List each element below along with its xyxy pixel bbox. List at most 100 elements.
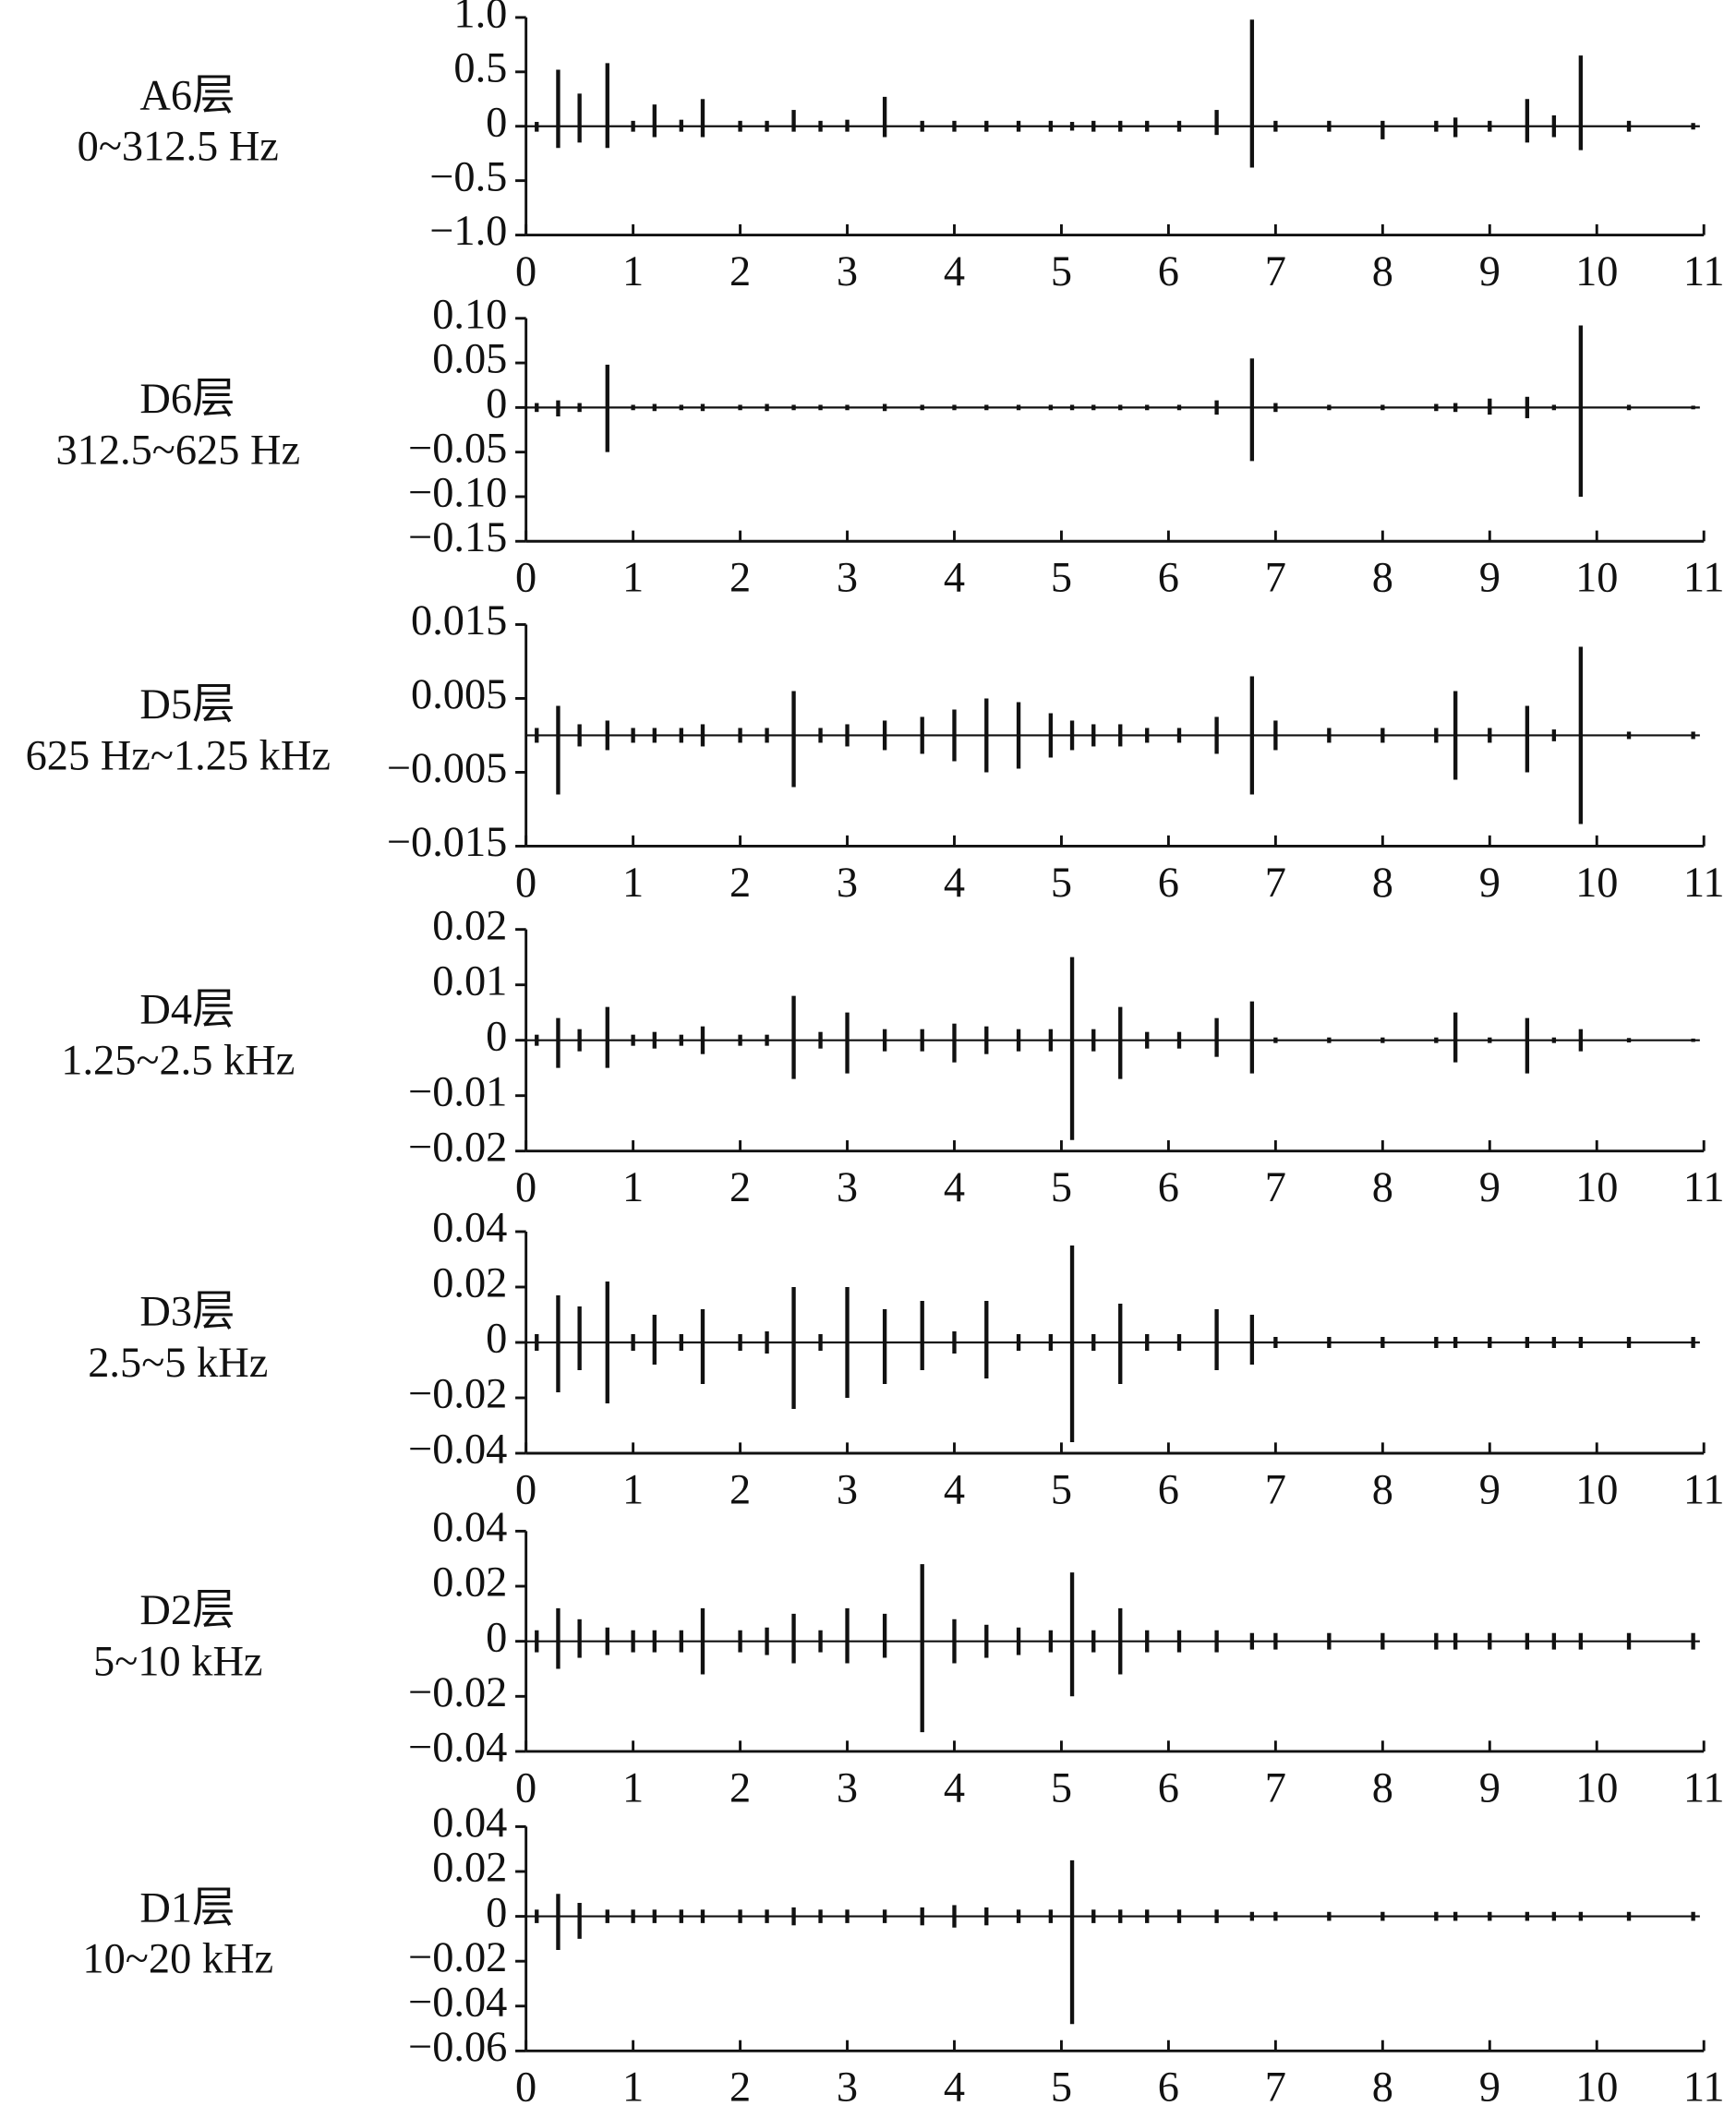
panel-band: 312.5~625 Hz <box>55 427 300 474</box>
x-tick-label: 11 <box>1683 2064 1725 2106</box>
y-tick-label: 0.005 <box>411 671 507 718</box>
x-tick-label: 10 <box>1575 248 1618 295</box>
x-tick-label: 6 <box>1158 554 1179 601</box>
panel-label: D5层 <box>139 681 235 728</box>
x-tick-label: 2 <box>729 1164 751 1211</box>
x-tick-label: 7 <box>1265 248 1286 295</box>
x-tick-label: 5 <box>1051 248 1072 295</box>
x-tick-label: 1 <box>622 1164 644 1211</box>
y-tick-label: −0.02 <box>408 1934 507 1981</box>
panel-label: D3层 <box>139 1289 235 1336</box>
x-tick-label: 10 <box>1575 1164 1618 1211</box>
x-tick-label: 2 <box>729 1764 751 1811</box>
x-tick-label: 3 <box>837 860 858 907</box>
x-tick-label: 10 <box>1575 860 1618 907</box>
panel-label: D1层 <box>139 1884 235 1932</box>
y-tick-label: 0.04 <box>432 1205 507 1252</box>
x-tick-label: 9 <box>1479 1764 1501 1811</box>
x-tick-label: 9 <box>1479 860 1501 907</box>
panel-band: 10~20 kHz <box>82 1936 273 1983</box>
x-tick-label: 8 <box>1372 2064 1393 2106</box>
x-tick-label: 4 <box>944 554 965 601</box>
x-tick-label: 7 <box>1265 1764 1286 1811</box>
x-tick-label: 1 <box>622 554 644 601</box>
panel-label: D2层 <box>139 1587 235 1634</box>
x-tick-label: 6 <box>1158 860 1179 907</box>
x-tick-label: 8 <box>1372 1164 1393 1211</box>
x-tick-label: 1 <box>622 1466 644 1513</box>
y-tick-label: −0.5 <box>429 153 507 200</box>
x-tick-label: 0 <box>515 1466 536 1513</box>
x-tick-label: 0 <box>515 2064 536 2106</box>
panel-band: 5~10 kHz <box>93 1638 262 1685</box>
y-tick-label: 0 <box>486 1614 507 1661</box>
panel-band: 0~312.5 Hz <box>78 124 279 171</box>
x-tick-label: 5 <box>1051 1164 1072 1211</box>
y-tick-label: −0.015 <box>387 819 507 866</box>
x-tick-label: 4 <box>944 2064 965 2106</box>
x-tick-label: 1 <box>622 248 644 295</box>
x-tick-label: 0 <box>515 1764 536 1811</box>
x-tick-label: 7 <box>1265 860 1286 907</box>
y-tick-label: 0.05 <box>432 336 507 383</box>
y-tick-label: −0.04 <box>408 1725 507 1772</box>
x-tick-label: 11 <box>1683 1764 1725 1811</box>
x-tick-label: 9 <box>1479 1164 1501 1211</box>
y-tick-label: −0.005 <box>387 745 507 792</box>
panel-band: 2.5~5 kHz <box>88 1340 268 1387</box>
x-tick-label: 7 <box>1265 554 1286 601</box>
y-tick-label: 0 <box>486 380 507 427</box>
x-tick-label: 4 <box>944 1764 965 1811</box>
x-tick-label: 6 <box>1158 2064 1179 2106</box>
x-tick-label: 4 <box>944 1466 965 1513</box>
y-tick-label: 0.015 <box>411 597 507 644</box>
x-tick-label: 6 <box>1158 1164 1179 1211</box>
x-tick-label: 7 <box>1265 1164 1286 1211</box>
y-tick-label: −0.10 <box>408 470 507 517</box>
x-tick-label: 0 <box>515 248 536 295</box>
y-tick-label: 0.02 <box>432 1559 507 1607</box>
x-tick-label: 5 <box>1051 860 1072 907</box>
x-tick-label: 5 <box>1051 554 1072 601</box>
x-tick-label: 0 <box>515 1164 536 1211</box>
panel-band: 1.25~2.5 kHz <box>61 1037 295 1084</box>
y-tick-label: 0.04 <box>432 1504 507 1551</box>
y-tick-label: −0.02 <box>408 1124 507 1171</box>
y-tick-label: −1.0 <box>429 208 507 255</box>
y-tick-label: −0.06 <box>408 2024 507 2071</box>
x-tick-label: 2 <box>729 860 751 907</box>
y-tick-label: −0.05 <box>408 425 507 472</box>
x-tick-label: 3 <box>837 1164 858 1211</box>
x-tick-label: 8 <box>1372 1764 1393 1811</box>
y-tick-label: 0 <box>486 1316 507 1363</box>
x-tick-label: 3 <box>837 248 858 295</box>
x-tick-label: 11 <box>1683 554 1725 601</box>
x-tick-label: 6 <box>1158 248 1179 295</box>
y-tick-label: 0 <box>486 1013 507 1060</box>
y-tick-label: 1.0 <box>453 0 507 38</box>
y-tick-label: −0.15 <box>408 514 507 561</box>
x-tick-label: 2 <box>729 2064 751 2106</box>
x-tick-label: 4 <box>944 248 965 295</box>
y-tick-label: 0.10 <box>432 291 507 338</box>
x-tick-label: 11 <box>1683 248 1725 295</box>
x-tick-label: 5 <box>1051 1764 1072 1811</box>
x-tick-label: 6 <box>1158 1764 1179 1811</box>
x-tick-label: 3 <box>837 2064 858 2106</box>
y-tick-label: −0.04 <box>408 1426 507 1474</box>
x-tick-label: 1 <box>622 2064 644 2106</box>
x-tick-label: 9 <box>1479 2064 1501 2106</box>
x-tick-label: 10 <box>1575 2064 1618 2106</box>
y-tick-label: −0.02 <box>408 1669 507 1716</box>
x-tick-label: 11 <box>1683 1164 1725 1211</box>
y-tick-label: −0.04 <box>408 1979 507 2026</box>
x-tick-label: 10 <box>1575 1466 1618 1513</box>
x-tick-label: 10 <box>1575 554 1618 601</box>
x-tick-label: 8 <box>1372 248 1393 295</box>
x-tick-label: 8 <box>1372 1466 1393 1513</box>
x-tick-label: 11 <box>1683 1466 1725 1513</box>
x-tick-label: 0 <box>515 554 536 601</box>
x-tick-label: 8 <box>1372 554 1393 601</box>
x-tick-label: 2 <box>729 248 751 295</box>
